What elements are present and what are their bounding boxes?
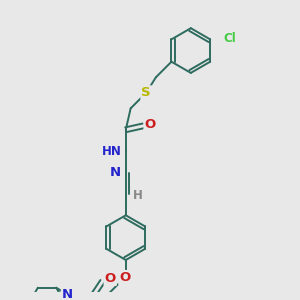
Text: Cl: Cl <box>224 32 236 45</box>
Text: N: N <box>62 287 73 300</box>
Text: O: O <box>119 271 130 284</box>
Text: H: H <box>133 189 142 202</box>
Text: O: O <box>145 118 156 131</box>
Text: S: S <box>141 86 151 99</box>
Text: N: N <box>110 166 121 179</box>
Text: O: O <box>105 272 116 285</box>
Text: HN: HN <box>102 145 122 158</box>
